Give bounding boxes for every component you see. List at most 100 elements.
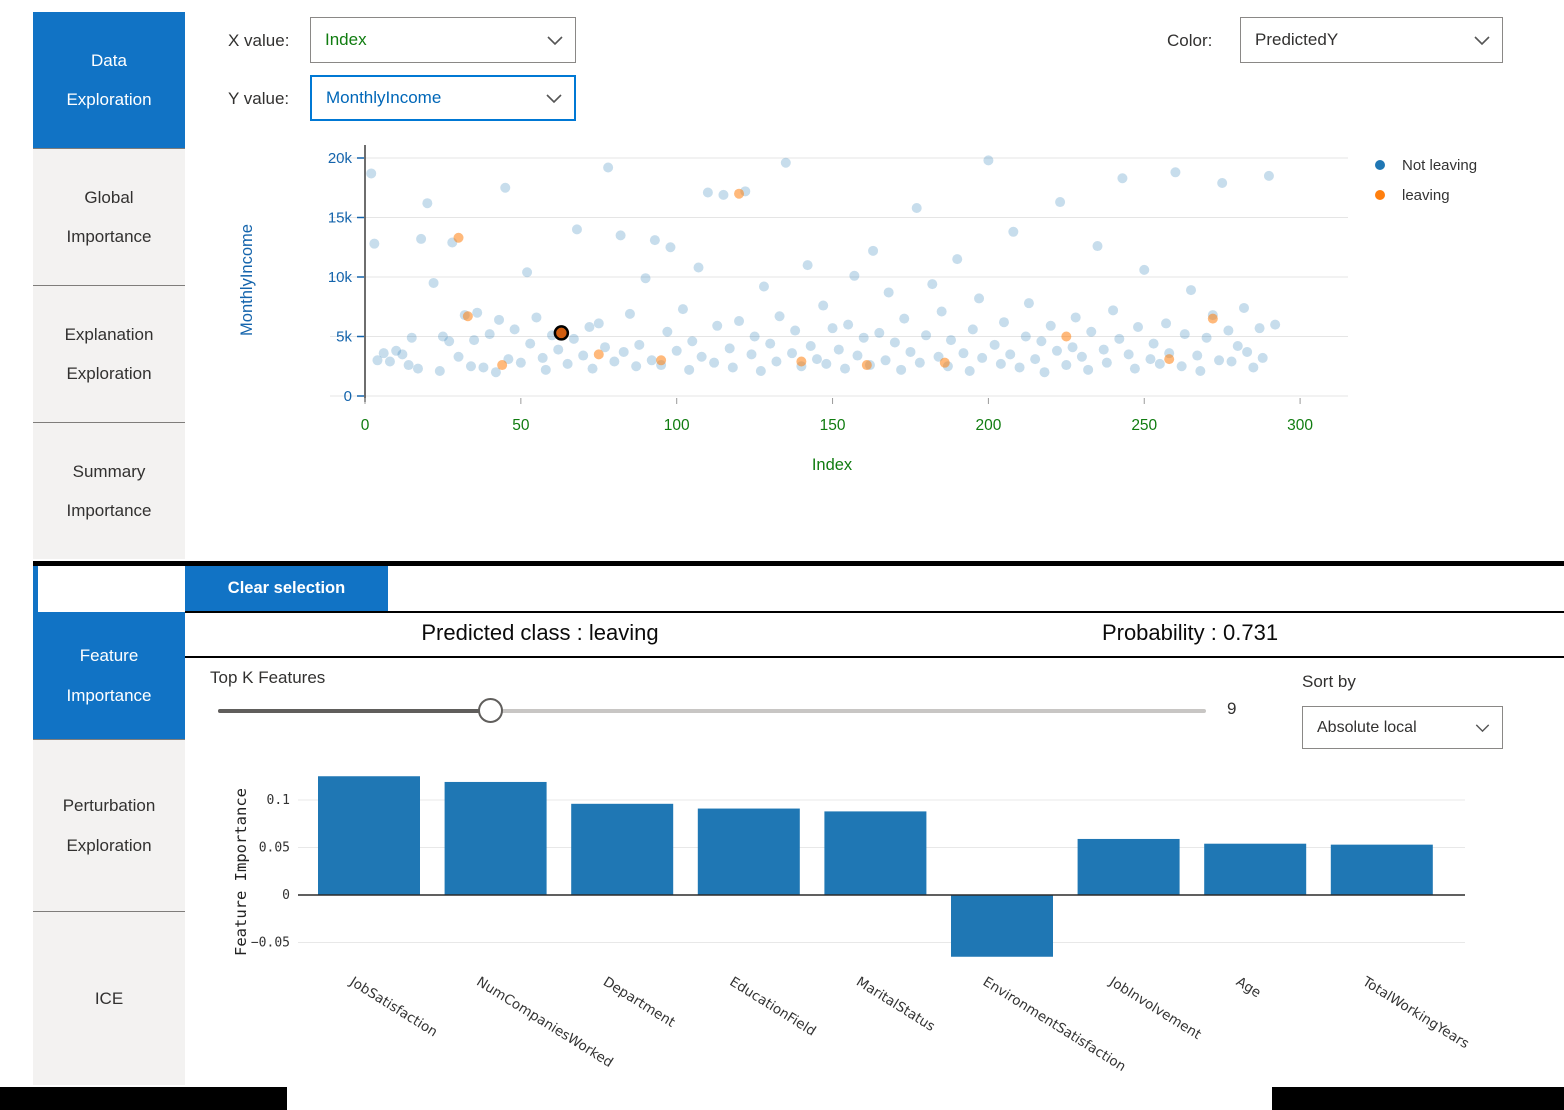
- scatter-point[interactable]: [696, 351, 707, 362]
- scatter-point[interactable]: [821, 358, 832, 369]
- scatter-point[interactable]: [437, 331, 448, 342]
- scatter-point[interactable]: [693, 262, 704, 273]
- scatter-point[interactable]: [880, 355, 891, 366]
- scatter-plot[interactable]: 0 5k 10k 15k 20k 0 50 100 150 200 250 300 Index Month…: [230, 140, 1564, 495]
- scatter-point[interactable]: [391, 345, 402, 356]
- scatter-point[interactable]: [1201, 332, 1212, 343]
- scatter-point[interactable]: [780, 157, 791, 168]
- scatter-point[interactable]: [1092, 241, 1103, 252]
- scatter-point[interactable]: [1070, 312, 1081, 323]
- scatter-point[interactable]: [874, 327, 885, 338]
- scatter-point[interactable]: [905, 346, 916, 357]
- tab-feature-importance[interactable]: Feature Importance: [33, 612, 185, 740]
- scatter-point[interactable]: [945, 335, 956, 346]
- scatter-point[interactable]: [422, 198, 433, 209]
- scatter-point[interactable]: [787, 348, 798, 359]
- scatter-point[interactable]: [1176, 361, 1187, 372]
- legend-swatch[interactable]: [1375, 160, 1385, 170]
- scatter-point[interactable]: [1257, 352, 1268, 363]
- tab-summary-importance[interactable]: Summary Importance: [33, 423, 185, 559]
- scatter-point[interactable]: [1242, 346, 1253, 357]
- scatter-point[interactable]: [796, 356, 807, 367]
- scatter-point[interactable]: [1164, 354, 1175, 365]
- scatter-point[interactable]: [939, 357, 950, 368]
- scatter-point[interactable]: [562, 358, 573, 369]
- scatter-point[interactable]: [811, 354, 822, 365]
- scatter-point[interactable]: [384, 356, 395, 367]
- scatter-point[interactable]: [702, 187, 713, 198]
- scatter-point[interactable]: [936, 306, 947, 317]
- legend-label[interactable]: leaving: [1402, 187, 1450, 204]
- tab-global-importance[interactable]: Global Importance: [33, 149, 185, 286]
- clear-selection-button[interactable]: Clear selection: [185, 566, 388, 611]
- scatter-point[interactable]: [646, 355, 657, 366]
- scatter-point[interactable]: [989, 339, 1000, 350]
- scatter-point[interactable]: [998, 317, 1009, 328]
- scatter-point[interactable]: [1005, 349, 1016, 360]
- scatter-point[interactable]: [1238, 302, 1249, 313]
- scatter-point[interactable]: [1014, 362, 1025, 373]
- scatter-point[interactable]: [964, 366, 975, 377]
- feature-bar[interactable]: [318, 776, 420, 895]
- scatter-point[interactable]: [593, 318, 604, 329]
- scatter-point[interactable]: [749, 331, 760, 342]
- scatter-point[interactable]: [827, 323, 838, 334]
- scatter-point[interactable]: [765, 338, 776, 349]
- sort-by-dropdown[interactable]: Absolute local: [1302, 706, 1503, 749]
- feature-importance-chart[interactable]: 0.1 0.05 0 −0.05 JobSatisfaction NumCompanies…: [230, 752, 1510, 1102]
- scatter-point[interactable]: [952, 254, 963, 265]
- scatter-point[interactable]: [1083, 364, 1094, 375]
- scatter-point[interactable]: [515, 357, 526, 368]
- scatter-point[interactable]: [366, 168, 377, 179]
- scatter-point[interactable]: [1186, 285, 1197, 296]
- scatter-point[interactable]: [525, 338, 536, 349]
- scatter-point[interactable]: [727, 362, 738, 373]
- scatter-point[interactable]: [469, 335, 480, 346]
- scatter-point[interactable]: [484, 329, 495, 340]
- scatter-point[interactable]: [378, 348, 389, 359]
- scatter-point[interactable]: [671, 345, 682, 356]
- scatter-point[interactable]: [921, 330, 932, 341]
- scatter-point[interactable]: [1030, 354, 1041, 365]
- scatter-point[interactable]: [578, 350, 589, 361]
- scatter-point[interactable]: [1148, 338, 1159, 349]
- scatter-point[interactable]: [490, 367, 501, 378]
- legend-swatch[interactable]: [1375, 190, 1385, 200]
- scatter-point[interactable]: [927, 279, 938, 290]
- color-dropdown[interactable]: PredictedY: [1240, 17, 1503, 63]
- scatter-point[interactable]: [724, 343, 735, 354]
- scatter-point[interactable]: [1098, 344, 1109, 355]
- scatter-point[interactable]: [755, 366, 766, 377]
- scatter-point[interactable]: [1214, 355, 1225, 366]
- scatter-point[interactable]: [1061, 331, 1072, 342]
- scatter-point[interactable]: [883, 287, 894, 298]
- scatter-point[interactable]: [840, 363, 851, 374]
- scatter-point[interactable]: [1036, 336, 1047, 347]
- scatter-point[interactable]: [428, 277, 439, 288]
- scatter-point[interactable]: [712, 320, 723, 331]
- scatter-point[interactable]: [933, 351, 944, 362]
- scatter-point[interactable]: [843, 319, 854, 330]
- scatter-point[interactable]: [568, 333, 579, 344]
- scatter-point[interactable]: [718, 189, 729, 200]
- scatter-point[interactable]: [609, 356, 620, 367]
- scatter-point[interactable]: [1023, 298, 1034, 309]
- scatter-point[interactable]: [649, 235, 660, 246]
- scatter-point[interactable]: [600, 342, 611, 353]
- scatter-point[interactable]: [914, 357, 925, 368]
- scatter-point[interactable]: [662, 326, 673, 337]
- scatter-point[interactable]: [677, 304, 688, 315]
- selected-scatter-point[interactable]: [553, 325, 570, 341]
- scatter-point[interactable]: [634, 339, 645, 350]
- scatter-point[interactable]: [531, 312, 542, 323]
- scatter-point[interactable]: [818, 300, 829, 311]
- scatter-point[interactable]: [434, 366, 445, 377]
- scatter-point[interactable]: [472, 307, 483, 318]
- scatter-point[interactable]: [1114, 333, 1125, 344]
- top-k-slider-track[interactable]: [218, 709, 1206, 713]
- scatter-point[interactable]: [656, 355, 667, 366]
- scatter-point[interactable]: [372, 355, 383, 366]
- scatter-point[interactable]: [1076, 351, 1087, 362]
- scatter-point[interactable]: [1129, 363, 1140, 374]
- scatter-point[interactable]: [665, 242, 676, 253]
